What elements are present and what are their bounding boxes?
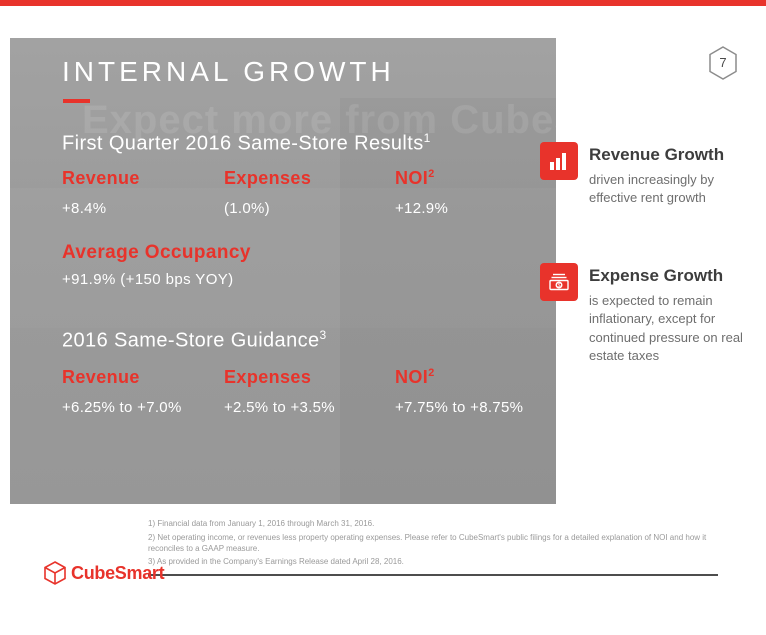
- callout-description: is expected to remain inflationary, exce…: [589, 293, 743, 364]
- callout-text: Expense Growth is expected to remain inf…: [589, 266, 761, 366]
- content-panel: Expect more from CubeSmart INTERNAL GROW…: [10, 38, 556, 504]
- callout-text: Revenue Growth driven increasingly by ef…: [589, 145, 761, 208]
- metric-value: +7.75% to +8.75%: [395, 399, 524, 416]
- footer-divider: [148, 574, 718, 576]
- footnotes: 1) Financial data from January 1, 2016 t…: [148, 519, 720, 571]
- metric-label-text: Expenses: [224, 168, 312, 188]
- callout-title: Revenue Growth: [589, 145, 725, 164]
- metric-label-text: Revenue: [62, 367, 140, 387]
- metric-footnote-ref: 2: [428, 168, 435, 180]
- metric-value: +8.4%: [62, 200, 107, 217]
- logo-text: CubeSmart: [71, 562, 165, 583]
- footnote-1: 1) Financial data from January 1, 2016 t…: [148, 519, 375, 528]
- metric-q1-expenses: Expenses (1.0%): [224, 164, 395, 217]
- page-number: 7: [719, 54, 727, 70]
- heading-text: 2016 Same-Store Guidance: [62, 329, 320, 352]
- metric-guidance-expenses: Expenses +2.5% to +3.5%: [224, 363, 395, 416]
- money-stack-icon: $: [540, 263, 578, 301]
- bar-chart-icon: [540, 142, 578, 180]
- page-number-badge: 7: [707, 45, 739, 81]
- heading-text: First Quarter 2016 Same-Store Results: [62, 132, 424, 155]
- hexagon-icon: [709, 46, 737, 80]
- metric-value: (1.0%): [224, 200, 270, 217]
- title-underline: [63, 99, 90, 103]
- metric-value: +6.25% to +7.0%: [62, 399, 182, 416]
- metric-label: Expenses: [224, 363, 395, 387]
- panel-content: INTERNAL GROWTH First Quarter 2016 Same-…: [10, 38, 556, 504]
- metric-label: Expenses: [224, 164, 395, 188]
- callout-description: driven increasingly by effective rent gr…: [589, 172, 715, 206]
- metric-label-text: Revenue: [62, 168, 140, 188]
- footnote-3: 3) As provided in the Company's Earnings…: [148, 557, 404, 567]
- heading-footnote-ref: 1: [423, 131, 431, 145]
- metric-label-text: NOI: [395, 367, 429, 387]
- footnote-2: 2) Net operating income, or revenues les…: [148, 532, 707, 553]
- metric-guidance-revenue: Revenue +6.25% to +7.0%: [62, 363, 224, 416]
- q1-metrics-row: Revenue +8.4% Expenses (1.0%) NOI2 +12.9…: [62, 164, 448, 217]
- metric-guidance-noi: NOI2 +7.75% to +8.75%: [395, 363, 523, 416]
- metric-q1-noi: NOI2 +12.9%: [395, 164, 448, 217]
- metric-value: +2.5% to +3.5%: [224, 399, 335, 416]
- callout-title: Expense Growth: [589, 266, 724, 285]
- heading-footnote-ref: 3: [319, 328, 327, 342]
- background-photo-text: Expect more from CubeSmart: [82, 98, 556, 142]
- metric-label-text: Expenses: [224, 367, 312, 387]
- metric-value: +12.9%: [395, 200, 449, 217]
- cubesmart-logo: CubeSmart: [44, 561, 165, 585]
- metric-footnote-ref: 2: [428, 367, 435, 379]
- occupancy-heading: Average Occupancy: [62, 242, 251, 263]
- metric-label-text: NOI: [395, 168, 429, 188]
- metric-label: Revenue: [62, 363, 224, 387]
- q1-results-heading: First Quarter 2016 Same-Store Results1: [62, 131, 431, 156]
- guidance-metrics-row: Revenue +6.25% to +7.0% Expenses +2.5% t…: [62, 363, 523, 416]
- top-accent-bar: [0, 0, 766, 6]
- guidance-heading: 2016 Same-Store Guidance3: [62, 328, 327, 353]
- svg-text:$: $: [557, 283, 560, 289]
- slide-title: INTERNAL GROWTH: [62, 56, 395, 87]
- metric-label: NOI2: [395, 164, 448, 188]
- metric-label: NOI2: [395, 363, 523, 387]
- metric-q1-revenue: Revenue +8.4%: [62, 164, 224, 217]
- metric-label: Revenue: [62, 164, 224, 188]
- occupancy-value: +91.9% (+150 bps YOY): [62, 271, 234, 288]
- cube-icon: [44, 561, 66, 585]
